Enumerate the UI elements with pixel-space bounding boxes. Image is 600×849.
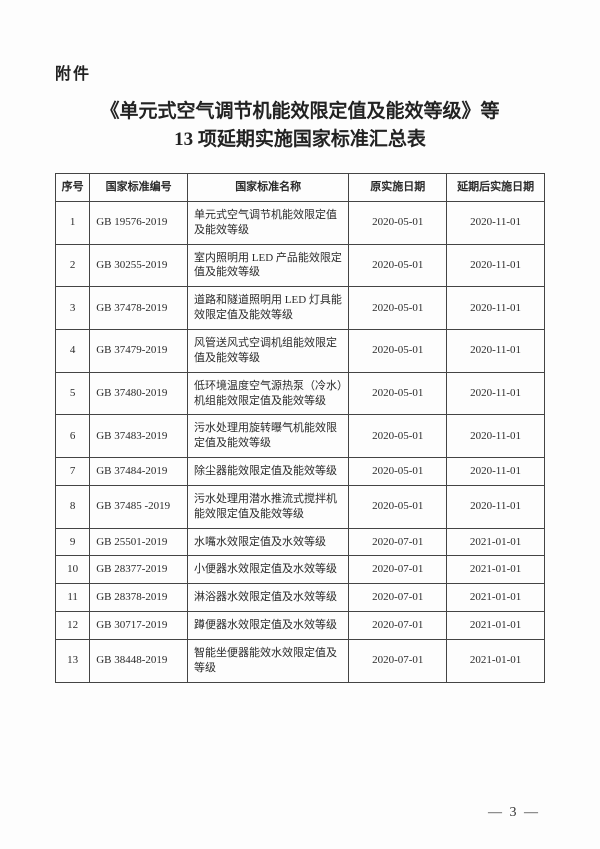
cell-orig-date: 2020-07-01 — [349, 639, 447, 682]
table-row: 3GB 37478-2019道路和隧道照明用 LED 灯具能效限定值及能效等级2… — [56, 287, 545, 330]
cell-seq: 10 — [56, 556, 90, 584]
standards-table: 序号 国家标准编号 国家标准名称 原实施日期 延期后实施日期 1GB 19576… — [55, 173, 545, 683]
col-seq: 序号 — [56, 174, 90, 202]
cell-seq: 12 — [56, 612, 90, 640]
cell-name: 室内照明用 LED 产品能效限定值及能效等级 — [188, 244, 349, 287]
cell-name: 淋浴器水效限定值及水效等级 — [188, 584, 349, 612]
cell-name: 蹲便器水效限定值及水效等级 — [188, 612, 349, 640]
cell-new-date: 2021-01-01 — [447, 612, 545, 640]
page-title: 《单元式空气调节机能效限定值及能效等级》等 13 项延期实施国家标准汇总表 — [55, 98, 545, 153]
cell-new-date: 2020-11-01 — [447, 287, 545, 330]
cell-code: GB 37479-2019 — [90, 330, 188, 373]
cell-seq: 6 — [56, 415, 90, 458]
cell-name: 智能坐便器能效水效限定值及等级 — [188, 639, 349, 682]
cell-name: 小便器水效限定值及水效等级 — [188, 556, 349, 584]
cell-new-date: 2020-11-01 — [447, 330, 545, 373]
cell-seq: 3 — [56, 287, 90, 330]
cell-new-date: 2021-01-01 — [447, 556, 545, 584]
cell-new-date: 2020-11-01 — [447, 458, 545, 486]
cell-seq: 2 — [56, 244, 90, 287]
table-row: 8GB 37485 -2019污水处理用潜水推流式搅拌机能效限定值及能效等级20… — [56, 485, 545, 528]
col-new: 延期后实施日期 — [447, 174, 545, 202]
cell-code: GB 37484-2019 — [90, 458, 188, 486]
table-row: 13GB 38448-2019智能坐便器能效水效限定值及等级2020-07-01… — [56, 639, 545, 682]
cell-orig-date: 2020-05-01 — [349, 244, 447, 287]
cell-code: GB 25501-2019 — [90, 528, 188, 556]
cell-new-date: 2021-01-01 — [447, 639, 545, 682]
cell-seq: 5 — [56, 372, 90, 415]
cell-name: 低环境温度空气源热泵（冷水）机组能效限定值及能效等级 — [188, 372, 349, 415]
cell-seq: 4 — [56, 330, 90, 373]
cell-new-date: 2021-01-01 — [447, 584, 545, 612]
cell-new-date: 2020-11-01 — [447, 485, 545, 528]
cell-orig-date: 2020-05-01 — [349, 415, 447, 458]
cell-orig-date: 2020-05-01 — [349, 330, 447, 373]
table-row: 2GB 30255-2019室内照明用 LED 产品能效限定值及能效等级2020… — [56, 244, 545, 287]
cell-orig-date: 2020-07-01 — [349, 584, 447, 612]
cell-code: GB 28378-2019 — [90, 584, 188, 612]
table-row: 5GB 37480-2019低环境温度空气源热泵（冷水）机组能效限定值及能效等级… — [56, 372, 545, 415]
table-row: 9GB 25501-2019水嘴水效限定值及水效等级2020-07-012021… — [56, 528, 545, 556]
cell-code: GB 30255-2019 — [90, 244, 188, 287]
cell-code: GB 37485 -2019 — [90, 485, 188, 528]
attachment-label: 附件 — [55, 60, 545, 84]
cell-seq: 11 — [56, 584, 90, 612]
cell-name: 污水处理用旋转曝气机能效限定值及能效等级 — [188, 415, 349, 458]
table-row: 10GB 28377-2019小便器水效限定值及水效等级2020-07-0120… — [56, 556, 545, 584]
cell-name: 除尘器能效限定值及能效等级 — [188, 458, 349, 486]
cell-seq: 13 — [56, 639, 90, 682]
cell-orig-date: 2020-05-01 — [349, 201, 447, 244]
col-orig: 原实施日期 — [349, 174, 447, 202]
table-row: 11GB 28378-2019淋浴器水效限定值及水效等级2020-07-0120… — [56, 584, 545, 612]
document-page: 附件 《单元式空气调节机能效限定值及能效等级》等 13 项延期实施国家标准汇总表… — [0, 0, 600, 849]
cell-code: GB 37483-2019 — [90, 415, 188, 458]
cell-name: 风管送风式空调机组能效限定值及能效等级 — [188, 330, 349, 373]
table-header-row: 序号 国家标准编号 国家标准名称 原实施日期 延期后实施日期 — [56, 174, 545, 202]
col-name: 国家标准名称 — [188, 174, 349, 202]
cell-seq: 1 — [56, 201, 90, 244]
cell-new-date: 2020-11-01 — [447, 372, 545, 415]
table-row: 6GB 37483-2019污水处理用旋转曝气机能效限定值及能效等级2020-0… — [56, 415, 545, 458]
cell-seq: 8 — [56, 485, 90, 528]
cell-new-date: 2020-11-01 — [447, 201, 545, 244]
cell-orig-date: 2020-05-01 — [349, 287, 447, 330]
table-row: 4GB 37479-2019风管送风式空调机组能效限定值及能效等级2020-05… — [56, 330, 545, 373]
cell-code: GB 37480-2019 — [90, 372, 188, 415]
cell-name: 水嘴水效限定值及水效等级 — [188, 528, 349, 556]
cell-new-date: 2020-11-01 — [447, 415, 545, 458]
col-code: 国家标准编号 — [90, 174, 188, 202]
cell-orig-date: 2020-07-01 — [349, 556, 447, 584]
cell-new-date: 2020-11-01 — [447, 244, 545, 287]
cell-name: 单元式空气调节机能效限定值及能效等级 — [188, 201, 349, 244]
cell-orig-date: 2020-07-01 — [349, 528, 447, 556]
cell-new-date: 2021-01-01 — [447, 528, 545, 556]
cell-orig-date: 2020-07-01 — [349, 612, 447, 640]
table-row: 1GB 19576-2019单元式空气调节机能效限定值及能效等级2020-05-… — [56, 201, 545, 244]
cell-seq: 9 — [56, 528, 90, 556]
title-line-1: 《单元式空气调节机能效限定值及能效等级》等 — [100, 101, 499, 122]
cell-orig-date: 2020-05-01 — [349, 485, 447, 528]
cell-code: GB 28377-2019 — [90, 556, 188, 584]
table-row: 7GB 37484-2019除尘器能效限定值及能效等级2020-05-01202… — [56, 458, 545, 486]
page-number: — 3 — — [488, 805, 540, 821]
table-row: 12GB 30717-2019蹲便器水效限定值及水效等级2020-07-0120… — [56, 612, 545, 640]
cell-code: GB 19576-2019 — [90, 201, 188, 244]
cell-code: GB 30717-2019 — [90, 612, 188, 640]
title-line-2: 13 项延期实施国家标准汇总表 — [174, 129, 426, 150]
table-body: 1GB 19576-2019单元式空气调节机能效限定值及能效等级2020-05-… — [56, 201, 545, 682]
cell-code: GB 37478-2019 — [90, 287, 188, 330]
cell-orig-date: 2020-05-01 — [349, 372, 447, 415]
cell-name: 道路和隧道照明用 LED 灯具能效限定值及能效等级 — [188, 287, 349, 330]
cell-seq: 7 — [56, 458, 90, 486]
cell-name: 污水处理用潜水推流式搅拌机能效限定值及能效等级 — [188, 485, 349, 528]
cell-orig-date: 2020-05-01 — [349, 458, 447, 486]
cell-code: GB 38448-2019 — [90, 639, 188, 682]
